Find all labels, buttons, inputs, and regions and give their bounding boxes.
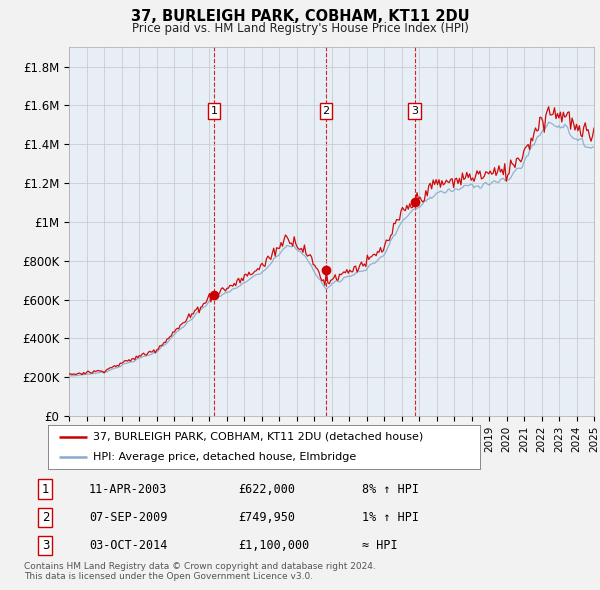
- Text: Contains HM Land Registry data © Crown copyright and database right 2024.
This d: Contains HM Land Registry data © Crown c…: [24, 562, 376, 581]
- Text: ≈ HPI: ≈ HPI: [362, 539, 398, 552]
- Text: HPI: Average price, detached house, Elmbridge: HPI: Average price, detached house, Elmb…: [94, 452, 356, 462]
- Text: 1: 1: [211, 106, 217, 116]
- Text: 11-APR-2003: 11-APR-2003: [89, 483, 167, 496]
- Text: 37, BURLEIGH PARK, COBHAM, KT11 2DU (detached house): 37, BURLEIGH PARK, COBHAM, KT11 2DU (det…: [94, 432, 424, 442]
- Text: £1,100,000: £1,100,000: [238, 539, 310, 552]
- Text: 8% ↑ HPI: 8% ↑ HPI: [362, 483, 419, 496]
- Text: 07-SEP-2009: 07-SEP-2009: [89, 511, 167, 524]
- Text: £622,000: £622,000: [238, 483, 295, 496]
- Text: 2: 2: [41, 511, 49, 524]
- Text: 1% ↑ HPI: 1% ↑ HPI: [362, 511, 419, 524]
- Text: 03-OCT-2014: 03-OCT-2014: [89, 539, 167, 552]
- Text: 2: 2: [323, 106, 329, 116]
- Text: £749,950: £749,950: [238, 511, 295, 524]
- Text: 37, BURLEIGH PARK, COBHAM, KT11 2DU: 37, BURLEIGH PARK, COBHAM, KT11 2DU: [131, 9, 469, 24]
- Text: 3: 3: [411, 106, 418, 116]
- Text: 1: 1: [41, 483, 49, 496]
- Text: 3: 3: [42, 539, 49, 552]
- Text: Price paid vs. HM Land Registry's House Price Index (HPI): Price paid vs. HM Land Registry's House …: [131, 22, 469, 35]
